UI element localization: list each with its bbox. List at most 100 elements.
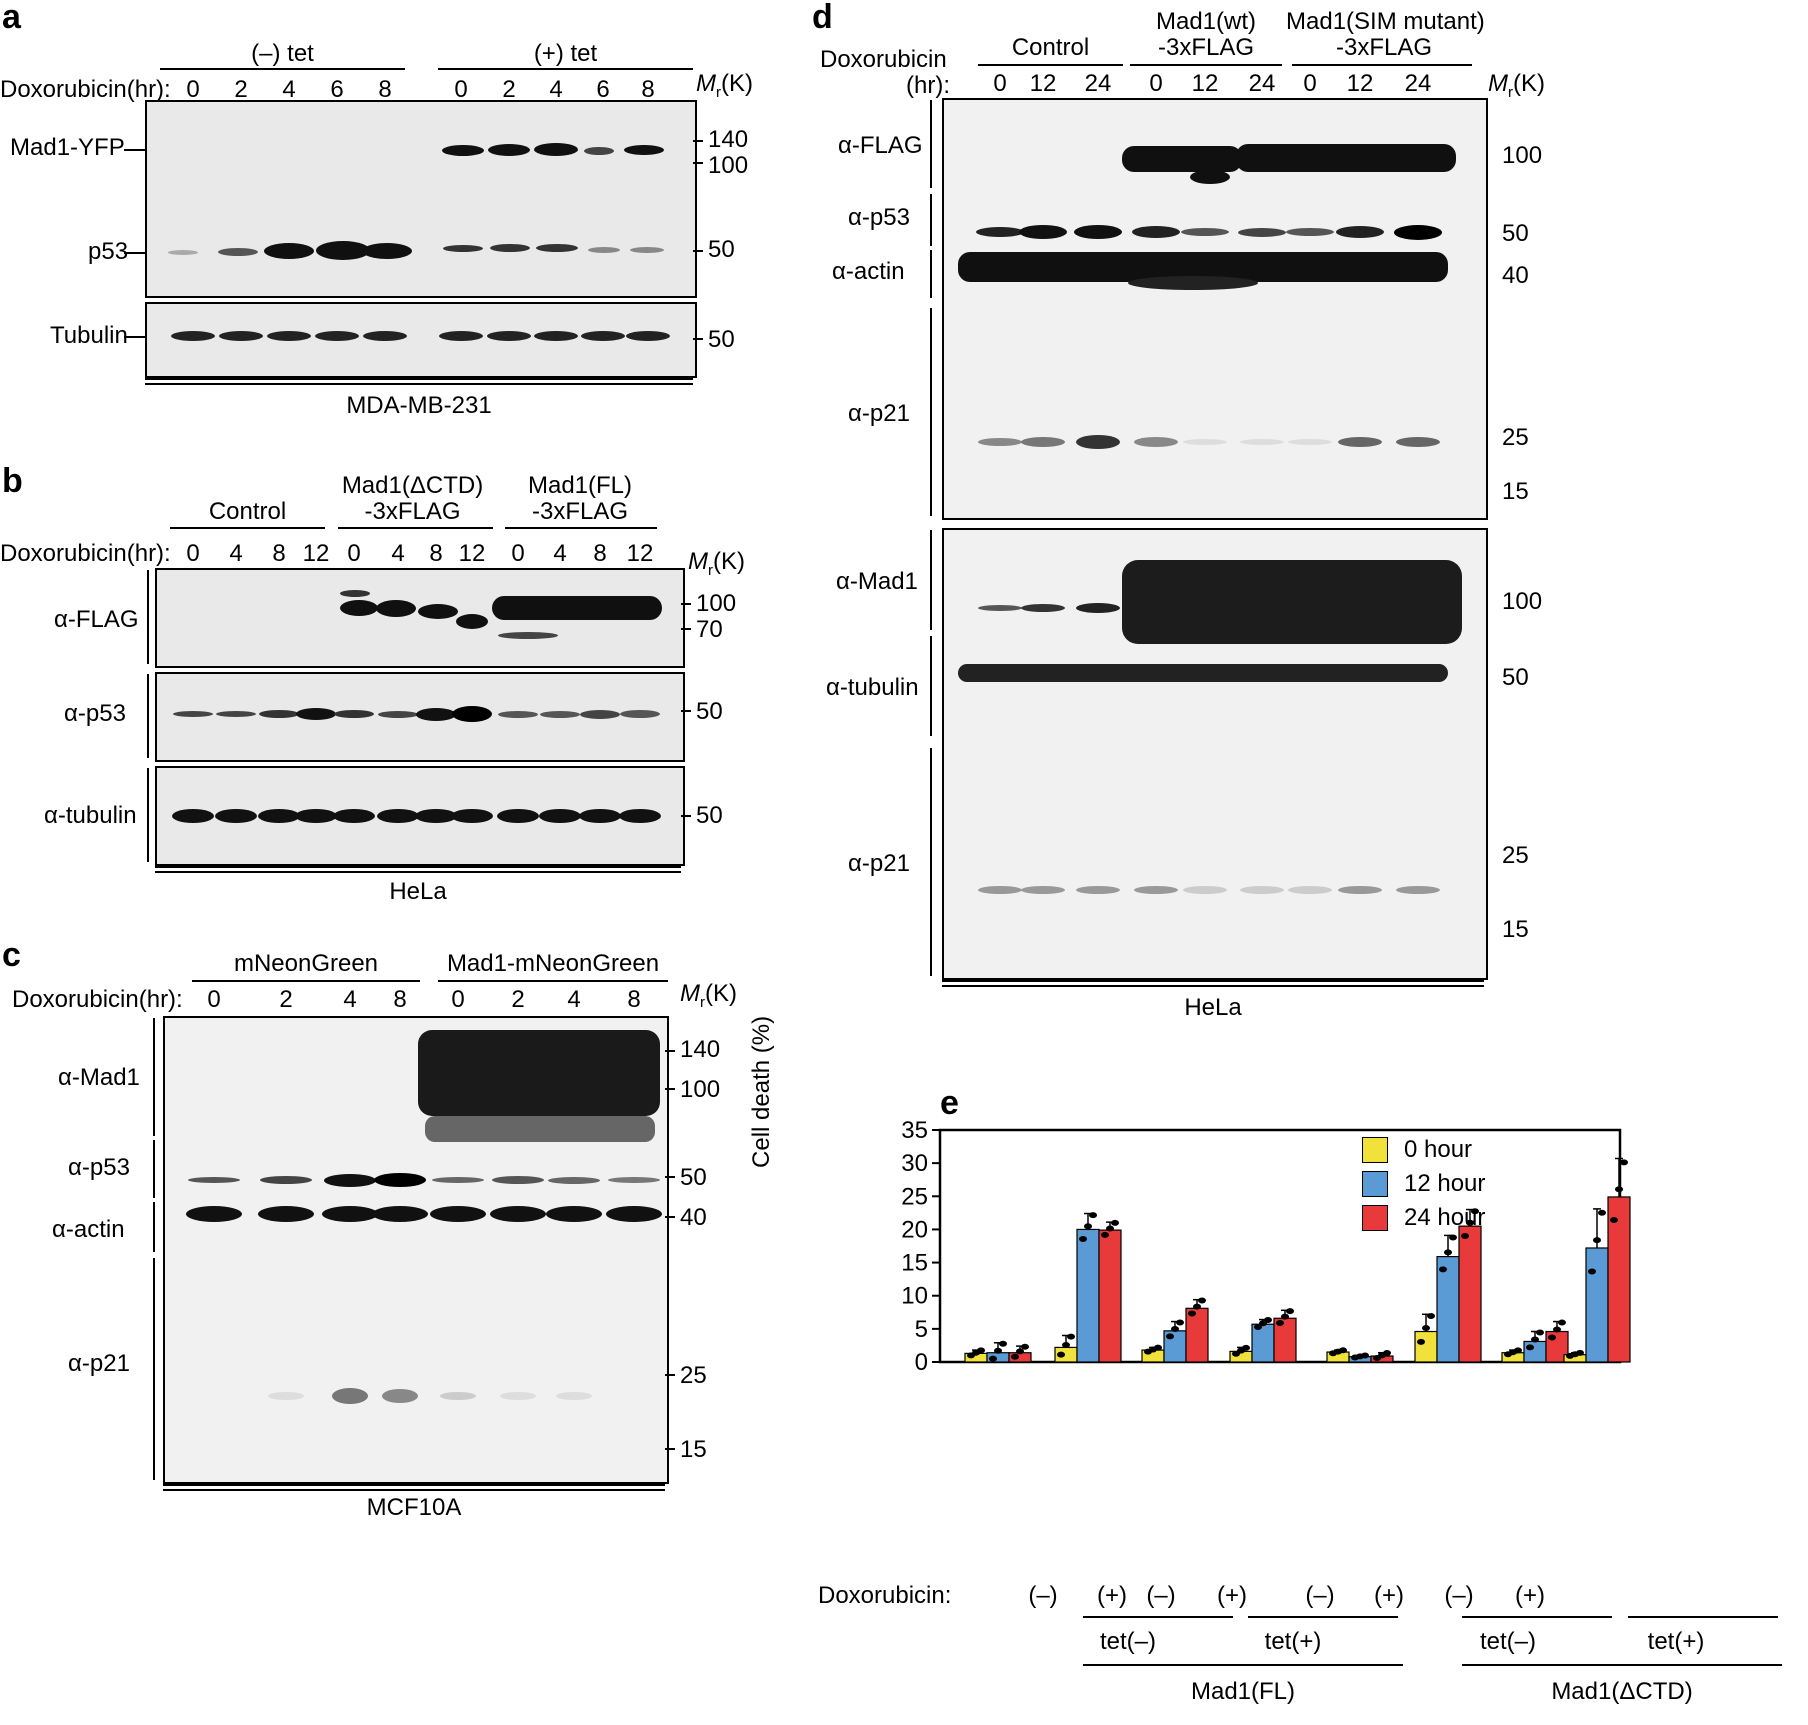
- bar: [1098, 1229, 1122, 1363]
- panel-a-blot-upper: [145, 100, 697, 298]
- blot-band: [1338, 437, 1382, 447]
- blot-band: [540, 710, 580, 718]
- blot-band: [171, 331, 215, 341]
- blot-band: [1183, 439, 1227, 445]
- panel-a-group-minus-tet: (–) tet: [251, 40, 314, 67]
- blot-band: [497, 809, 539, 823]
- data-point: [1514, 1347, 1522, 1354]
- panel-c-marker-15: 15: [680, 1436, 707, 1463]
- data-point: [1588, 1268, 1596, 1275]
- panel-e-letter: e: [940, 1084, 959, 1122]
- blot-band: [334, 710, 374, 718]
- blot-band: [439, 331, 483, 341]
- blot-band: [452, 706, 492, 722]
- data-point: [1361, 1352, 1369, 1359]
- legend-label: 0 hour: [1404, 1136, 1473, 1163]
- data-point: [1553, 1326, 1561, 1333]
- panel-e-ylabel: Cell death (%): [747, 1015, 775, 1168]
- blot-band: [1021, 604, 1065, 612]
- data-point: [1593, 1237, 1601, 1244]
- panel-e-dox-state: (–): [1146, 1582, 1176, 1609]
- blot-band: [268, 1392, 304, 1400]
- data-point: [1242, 1344, 1250, 1351]
- panel-b-group-fl-2: -3xFLAG: [531, 498, 629, 525]
- blot-band: [1134, 886, 1178, 894]
- blot-band: [377, 809, 419, 823]
- panel-c-mr-label: Mr(K): [680, 980, 737, 1011]
- data-point: [1057, 1351, 1065, 1358]
- panel-c-marker-25: 25: [680, 1362, 707, 1389]
- data-point: [1427, 1312, 1435, 1319]
- panel-d-treatment-unit: (hr):: [906, 72, 950, 99]
- blot-band: [500, 1392, 536, 1400]
- panel-a-lane-label: 4: [282, 76, 296, 103]
- panel-b-mr-label: Mr(K): [688, 548, 745, 579]
- panel-b-marker-50: 50: [696, 698, 723, 725]
- panel-d-lane-label: 12: [1029, 70, 1057, 97]
- panel-e-construct: Mad1(ΔCTD): [1551, 1678, 1693, 1705]
- data-point: [1417, 1338, 1425, 1345]
- bar: [1607, 1196, 1631, 1363]
- panel-c-lane-label: 0: [207, 986, 221, 1013]
- blot-band: [620, 710, 660, 718]
- blot-band: [219, 331, 263, 341]
- blot-band: [440, 1392, 476, 1400]
- blot-band: [430, 1206, 486, 1222]
- panel-e-tet-group: tet(–): [1479, 1628, 1537, 1655]
- panel-e-dox-state: (+): [1374, 1582, 1404, 1609]
- blot-band: [1076, 886, 1120, 894]
- blot-band: [451, 809, 493, 823]
- panel-d-marker-50-bottom: 50: [1502, 664, 1529, 691]
- panel-b-group-control: Control: [208, 498, 287, 525]
- blot-band: [490, 1206, 546, 1222]
- blot-band: [1288, 439, 1332, 445]
- data-point: [1281, 1313, 1289, 1320]
- y-tick-label: 20: [901, 1216, 928, 1243]
- data-point: [1466, 1219, 1474, 1226]
- bar: [1185, 1307, 1209, 1363]
- data-point: [1079, 1235, 1087, 1242]
- blot-band: [1181, 228, 1229, 236]
- panel-d-cell-line: HeLa: [1184, 994, 1242, 1021]
- panel-d-marker-100-bottom: 100: [1502, 588, 1543, 615]
- panel-a-lane-label: 8: [378, 76, 392, 103]
- data-point: [1449, 1234, 1457, 1241]
- blot-band: [606, 1206, 662, 1222]
- panel-d-lane-label: 12: [1191, 70, 1219, 97]
- data-point: [1264, 1317, 1272, 1324]
- blot-band: [1076, 435, 1120, 449]
- data-point: [1615, 1186, 1623, 1193]
- panel-b-letter: b: [2, 462, 23, 500]
- panel-d-lane-label: 0: [1149, 70, 1163, 97]
- panel-c-row-p21: α-p21: [68, 1350, 130, 1377]
- data-point: [1188, 1310, 1196, 1317]
- panel-b-lane-label: 0: [511, 540, 525, 567]
- data-point: [1254, 1324, 1262, 1331]
- blot-band: [188, 1177, 240, 1183]
- panel-e-legend: 0 hour 12 hour 24 hour: [1362, 1136, 1532, 1236]
- panel-c-group-mad1-neongreen: Mad1-mNeonGreen: [446, 950, 660, 977]
- blot-band: [216, 711, 256, 717]
- panel-c-letter: c: [2, 936, 21, 974]
- panel-c-marker-50: 50: [680, 1164, 707, 1191]
- panel-d-row-tubulin: α-tubulin: [826, 674, 919, 701]
- panel-c-cell-line: MCF10A: [366, 1494, 462, 1521]
- panel-b-row-flag: α-FLAG: [54, 606, 139, 633]
- panel-c-treatment-label: Doxorubicin(hr):: [12, 986, 183, 1013]
- data-point: [1286, 1308, 1294, 1315]
- data-point: [1531, 1336, 1539, 1343]
- panel-b-marker-100: 100: [696, 590, 737, 617]
- panel-a-lane-label: 8: [641, 76, 655, 103]
- panel-d-group-wt-2: -3xFLAG: [1157, 34, 1255, 61]
- panel-c-lane-label: 2: [279, 986, 293, 1013]
- blot-band: [619, 809, 661, 823]
- panel-d-marker-100: 100: [1502, 142, 1543, 169]
- blot-band: [267, 331, 311, 341]
- panel-d-lane-label: 24: [1084, 70, 1112, 97]
- legend-swatch: [1362, 1205, 1388, 1231]
- data-point: [1620, 1159, 1628, 1166]
- data-point: [1461, 1233, 1469, 1240]
- panel-b-group-dctd-1: Mad1(ΔCTD): [341, 472, 484, 499]
- data-point: [977, 1347, 985, 1354]
- legend-label: 12 hour: [1404, 1170, 1486, 1197]
